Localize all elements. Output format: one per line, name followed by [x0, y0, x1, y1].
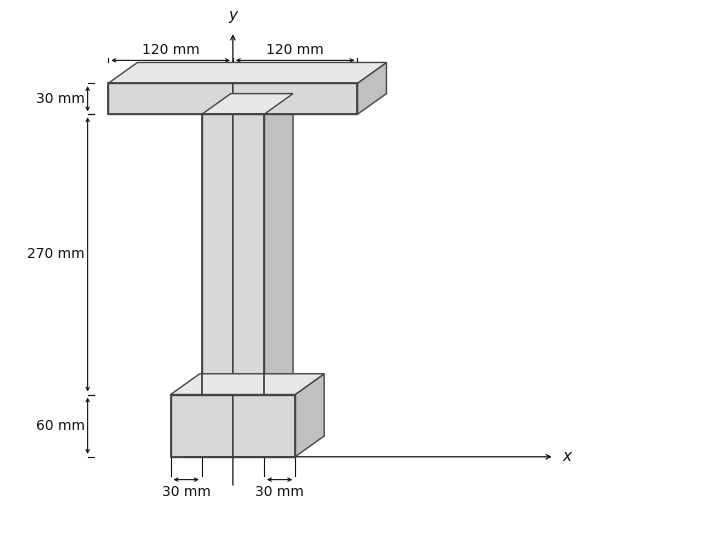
Text: 60 mm: 60 mm	[35, 418, 84, 433]
Text: 120 mm: 120 mm	[142, 43, 199, 57]
Polygon shape	[171, 395, 295, 457]
Polygon shape	[109, 63, 387, 83]
Polygon shape	[109, 83, 357, 114]
Text: x: x	[563, 449, 572, 464]
Polygon shape	[295, 374, 324, 457]
Polygon shape	[357, 63, 387, 114]
Text: 120 mm: 120 mm	[266, 43, 324, 57]
Text: 270 mm: 270 mm	[27, 247, 84, 261]
Text: 30 mm: 30 mm	[162, 485, 211, 499]
Text: 30 mm: 30 mm	[35, 92, 84, 106]
Polygon shape	[202, 93, 293, 114]
Polygon shape	[202, 114, 264, 395]
Polygon shape	[171, 374, 324, 395]
Polygon shape	[264, 93, 293, 395]
Text: y: y	[228, 8, 238, 23]
Text: 30 mm: 30 mm	[255, 485, 304, 499]
